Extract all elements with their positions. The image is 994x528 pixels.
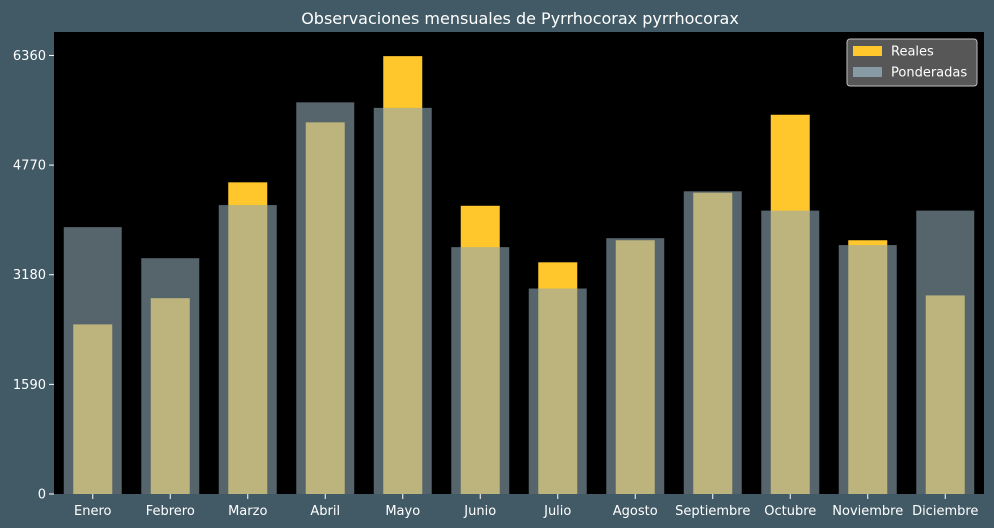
bar-ponderadas-6 (528, 288, 587, 494)
chart-title: Observaciones mensuales de Pyrrhocorax p… (301, 9, 739, 28)
x-tick-label-9: Octubre (764, 504, 816, 519)
legend-label-1: Ponderadas (891, 66, 967, 81)
x-tick-label-11: Diciembre (912, 504, 978, 519)
bar-ponderadas-5 (451, 247, 510, 494)
bar-ponderadas-3 (296, 102, 355, 495)
plot-area (54, 32, 984, 494)
y-tick-label-4: 6360 (13, 49, 46, 64)
y-tick-label-2: 3180 (13, 268, 46, 283)
bar-ponderadas-10 (838, 245, 897, 494)
bar-ponderadas-9 (761, 210, 820, 494)
legend-label-0: Reales (891, 45, 934, 60)
bar-ponderadas-11 (916, 210, 975, 494)
legend-swatch-1 (853, 67, 882, 77)
bar-ponderadas-4 (373, 107, 432, 495)
x-tick-label-10: Noviembre (832, 504, 903, 519)
x-tick-label-3: Abril (310, 504, 340, 519)
x-tick-label-6: Julio (543, 504, 571, 519)
x-tick-label-5: Junio (463, 504, 496, 519)
y-tick-label-1: 1590 (13, 378, 46, 393)
y-tick-label-0: 0 (38, 488, 46, 503)
y-tick-label-3: 4770 (13, 159, 46, 174)
bar-ponderadas-1 (141, 258, 200, 494)
bar-ponderadas-2 (218, 205, 277, 494)
legend-swatch-0 (853, 46, 882, 56)
x-tick-label-7: Agosto (613, 504, 658, 519)
x-tick-label-8: Septiembre (675, 504, 750, 519)
bar-ponderadas-8 (683, 191, 742, 494)
bar-ponderadas-0 (63, 227, 122, 494)
x-tick-label-4: Mayo (385, 504, 420, 519)
x-tick-label-2: Marzo (228, 504, 267, 519)
bar-ponderadas-7 (606, 238, 665, 494)
x-tick-label-0: Enero (74, 504, 112, 519)
x-tick-label-1: Febrero (146, 504, 195, 519)
